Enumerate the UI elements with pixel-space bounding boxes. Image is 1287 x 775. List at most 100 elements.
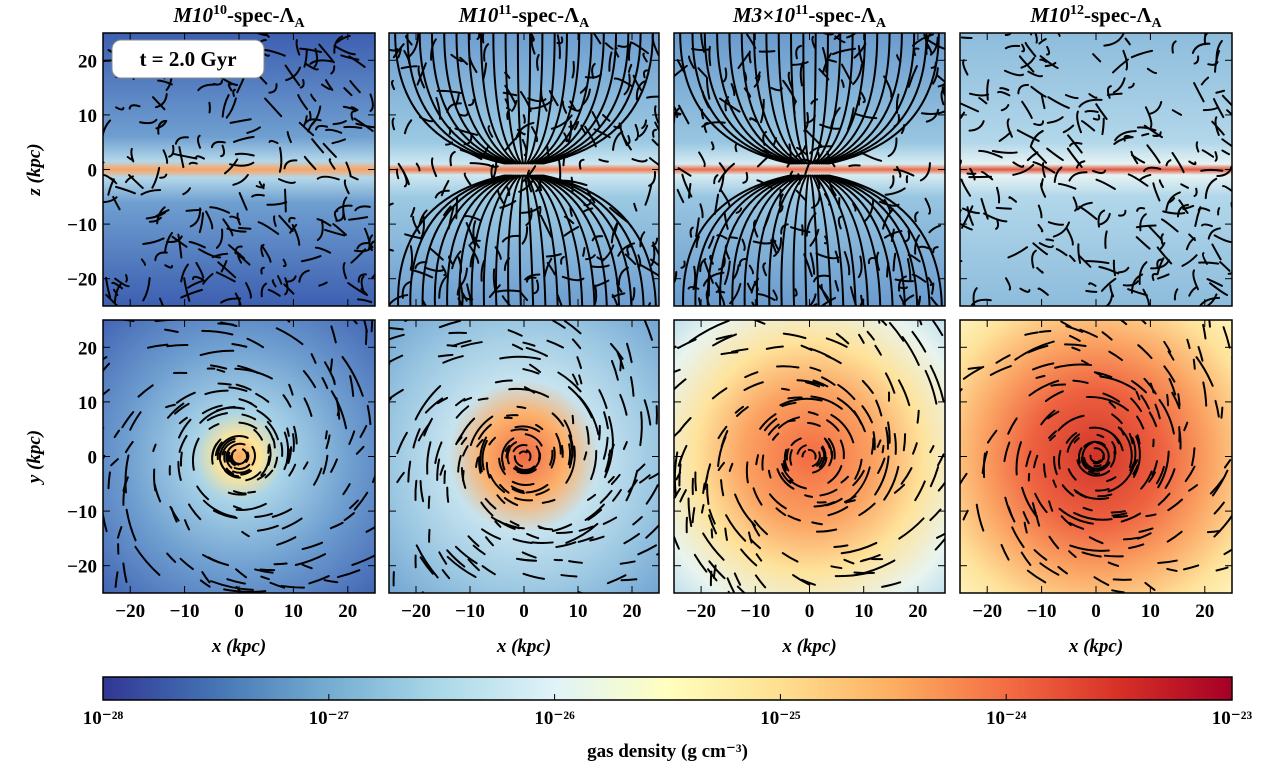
- streamline: [60, 410, 71, 419]
- streamline: [1275, 483, 1287, 498]
- colorbar-tick-label: 10⁻²⁸: [83, 708, 124, 729]
- y-tick-label: 20: [78, 51, 97, 72]
- streamline: [828, 313, 837, 318]
- streamline: [583, 248, 584, 256]
- x-tick-label: −20: [972, 601, 1002, 622]
- streamline: [228, 453, 229, 461]
- streamline: [65, 430, 76, 451]
- title-rest: -spec-Λ: [1084, 3, 1152, 27]
- streamline: [729, 592, 734, 607]
- streamline: [1166, 613, 1186, 619]
- streamline: [1199, 263, 1218, 264]
- panel-title: M1011-spec-ΛA: [458, 3, 590, 31]
- streamline: [239, 228, 251, 229]
- streamline: [747, 462, 748, 482]
- streamline: [986, 314, 1005, 319]
- streamline: [96, 428, 103, 434]
- streamline: [186, 210, 200, 211]
- y-tick-label: 0: [88, 448, 98, 469]
- streamline: [918, 411, 919, 423]
- title-sup: 11: [498, 3, 511, 18]
- y-axis-label: z (kpc): [24, 143, 45, 196]
- streamline: [1257, 414, 1264, 424]
- streamline: [217, 622, 232, 635]
- x-tick-label: 20: [623, 601, 642, 622]
- streamline: [1276, 492, 1284, 497]
- y-tick-label: −10: [67, 215, 97, 236]
- streamline: [344, 127, 361, 128]
- streamline: [748, 627, 760, 642]
- streamline: [895, 434, 896, 454]
- streamline: [593, 307, 596, 316]
- title-sup: 12: [1070, 3, 1084, 18]
- streamline: [1233, 477, 1240, 494]
- streamline: [1256, 357, 1263, 369]
- title-main: M10: [458, 3, 499, 27]
- streamline: [1051, 384, 1065, 385]
- streamline: [789, 420, 795, 421]
- streamline: [524, 115, 525, 122]
- streamline: [1105, 556, 1123, 557]
- streamline: [201, 620, 210, 626]
- streamline: [1260, 504, 1274, 512]
- streamline: [782, 389, 789, 390]
- streamline: [841, 629, 881, 630]
- x-tick-label: 0: [234, 601, 244, 622]
- streamline: [1255, 473, 1266, 490]
- streamline: [56, 437, 66, 446]
- streamline: [573, 416, 574, 424]
- title-main: M10: [1029, 3, 1070, 27]
- streamline: [1257, 446, 1264, 460]
- title-sub: A: [295, 16, 306, 31]
- streamline: [957, 529, 959, 548]
- streamline: [507, 415, 518, 416]
- streamline: [859, 594, 871, 595]
- streamline: [1101, 598, 1117, 601]
- streamline: [788, 397, 801, 398]
- streamline: [497, 290, 521, 291]
- annotation: t = 2.0 Gyr: [139, 47, 236, 71]
- streamline: [1242, 550, 1258, 563]
- streamline: [1016, 311, 1026, 315]
- x-tick-label: −10: [455, 601, 485, 622]
- streamline: [331, 359, 332, 371]
- streamline: [1046, 239, 1053, 240]
- streamline: [572, 178, 573, 192]
- streamline: [557, 532, 572, 533]
- streamline: [266, 618, 285, 621]
- streamline: [458, 289, 459, 295]
- streamline: [899, 287, 906, 288]
- streamline: [261, 570, 275, 571]
- streamline: [281, 443, 282, 456]
- streamline: [1076, 612, 1089, 616]
- colorbar-tick-label: 10⁻²⁷: [309, 708, 350, 729]
- x-tick-label: 10: [284, 601, 303, 622]
- streamline: [659, 510, 667, 548]
- streamline: [847, 630, 876, 631]
- y-tick-label: −20: [67, 557, 97, 578]
- streamline: [209, 103, 210, 113]
- x-tick-label: 20: [1195, 601, 1214, 622]
- streamline: [224, 452, 225, 462]
- streamline: [883, 446, 884, 452]
- streamline: [187, 623, 202, 631]
- streamline: [429, 315, 439, 318]
- streamline: [1208, 531, 1219, 532]
- streamline: [218, 324, 233, 325]
- streamline: [444, 471, 445, 483]
- streamline: [1046, 311, 1066, 314]
- x-tick-label: −20: [401, 601, 431, 622]
- streamline: [914, 309, 918, 320]
- streamline: [275, 632, 297, 637]
- streamline: [849, 165, 859, 166]
- title-sup: 11: [795, 3, 808, 18]
- streamline: [1086, 111, 1098, 112]
- streamline: [447, 488, 448, 502]
- streamline: [725, 595, 732, 606]
- density-map: [674, 33, 945, 306]
- streamline: [485, 620, 492, 633]
- streamline: [49, 456, 57, 470]
- streamline: [244, 605, 257, 609]
- streamline: [552, 627, 563, 629]
